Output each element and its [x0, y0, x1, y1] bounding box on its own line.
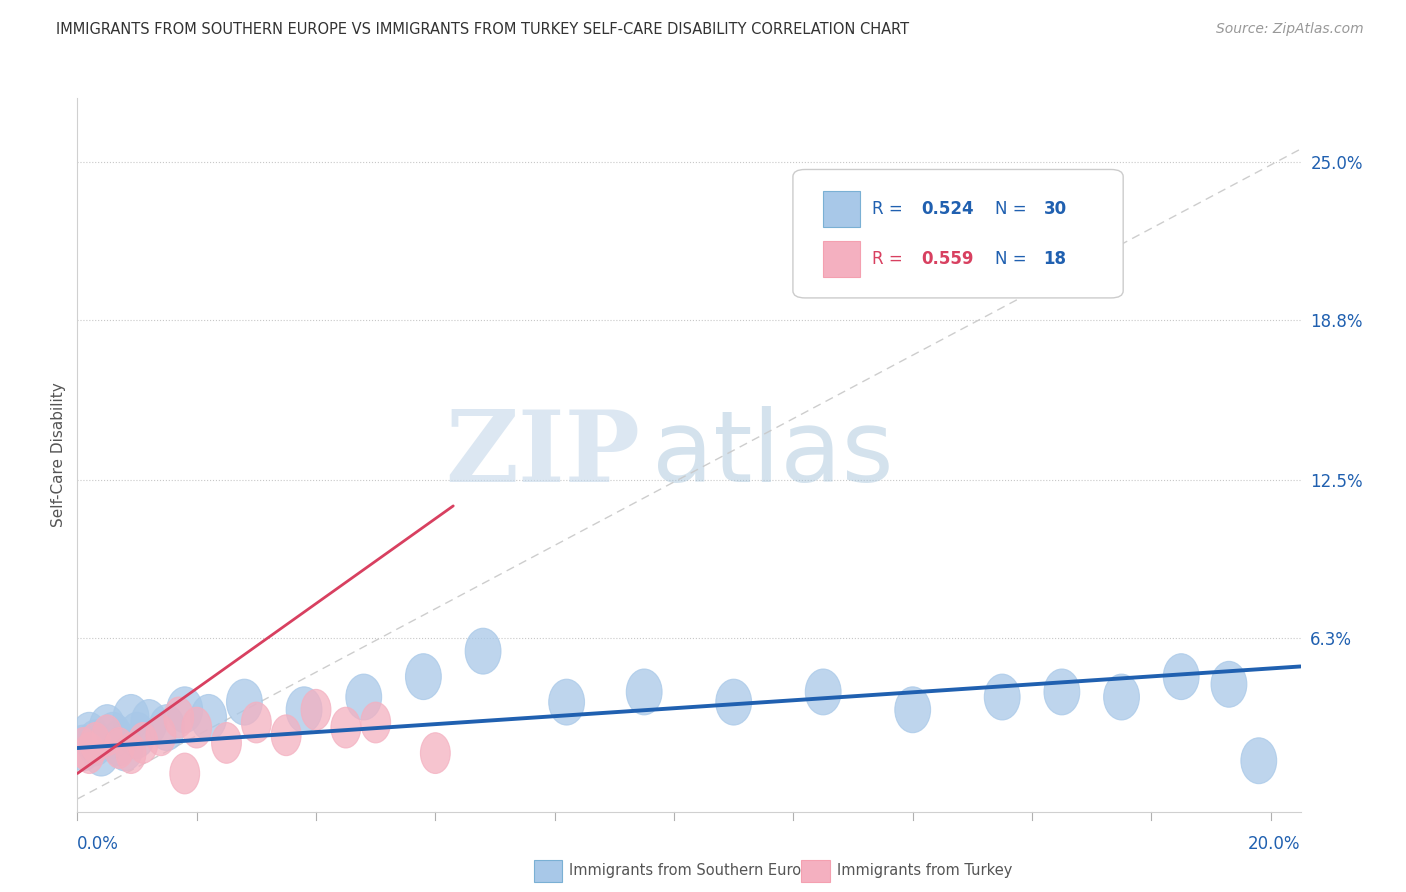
Ellipse shape [69, 728, 98, 768]
Ellipse shape [271, 714, 301, 756]
Ellipse shape [1163, 654, 1199, 699]
Ellipse shape [211, 723, 242, 764]
Ellipse shape [806, 669, 841, 714]
Ellipse shape [66, 725, 101, 771]
Text: 20.0%: 20.0% [1249, 835, 1301, 853]
Text: 18: 18 [1043, 250, 1067, 268]
Ellipse shape [361, 702, 391, 743]
Ellipse shape [77, 720, 112, 766]
Text: 30: 30 [1043, 200, 1067, 218]
Ellipse shape [301, 690, 330, 731]
Text: 0.524: 0.524 [921, 200, 974, 218]
Text: Source: ZipAtlas.com: Source: ZipAtlas.com [1216, 22, 1364, 37]
Text: ZIP: ZIP [446, 407, 640, 503]
Text: Immigrants from Southern Europe: Immigrants from Southern Europe [569, 863, 820, 878]
Ellipse shape [894, 687, 931, 732]
Ellipse shape [75, 732, 104, 773]
Ellipse shape [1104, 674, 1139, 720]
Ellipse shape [165, 697, 194, 738]
Ellipse shape [93, 714, 122, 756]
Ellipse shape [170, 753, 200, 794]
Ellipse shape [191, 695, 226, 740]
Text: IMMIGRANTS FROM SOUTHERN EUROPE VS IMMIGRANTS FROM TURKEY SELF-CARE DISABILITY C: IMMIGRANTS FROM SOUTHERN EUROPE VS IMMIG… [56, 22, 910, 37]
Ellipse shape [242, 702, 271, 743]
Ellipse shape [104, 728, 134, 768]
FancyBboxPatch shape [824, 191, 860, 227]
Ellipse shape [1211, 661, 1247, 707]
Ellipse shape [405, 654, 441, 699]
Ellipse shape [1045, 669, 1080, 714]
Text: R =: R = [873, 250, 908, 268]
Ellipse shape [107, 725, 143, 771]
Y-axis label: Self-Care Disability: Self-Care Disability [51, 383, 66, 527]
Ellipse shape [548, 679, 585, 725]
Text: 0.559: 0.559 [921, 250, 974, 268]
Ellipse shape [146, 714, 176, 756]
Ellipse shape [72, 713, 107, 758]
Ellipse shape [181, 707, 211, 748]
Ellipse shape [149, 705, 184, 750]
FancyBboxPatch shape [793, 169, 1123, 298]
Ellipse shape [287, 687, 322, 732]
Text: Immigrants from Turkey: Immigrants from Turkey [837, 863, 1012, 878]
Ellipse shape [83, 731, 120, 776]
Ellipse shape [117, 732, 146, 773]
Text: atlas: atlas [652, 407, 894, 503]
Ellipse shape [96, 713, 131, 758]
Text: N =: N = [995, 250, 1032, 268]
Text: R =: R = [873, 200, 908, 218]
Ellipse shape [420, 732, 450, 773]
Text: N =: N = [995, 200, 1032, 218]
Ellipse shape [226, 679, 263, 725]
Text: 0.0%: 0.0% [77, 835, 120, 853]
Ellipse shape [167, 687, 202, 732]
Ellipse shape [330, 707, 361, 748]
Ellipse shape [89, 705, 125, 750]
Ellipse shape [1241, 738, 1277, 784]
Ellipse shape [346, 674, 381, 720]
Ellipse shape [984, 674, 1021, 720]
Ellipse shape [80, 723, 110, 764]
Ellipse shape [112, 695, 149, 740]
Ellipse shape [716, 679, 752, 725]
FancyBboxPatch shape [824, 241, 860, 277]
Ellipse shape [101, 720, 136, 766]
Ellipse shape [465, 628, 501, 674]
Ellipse shape [626, 669, 662, 714]
Ellipse shape [131, 699, 167, 746]
Ellipse shape [120, 713, 155, 758]
Ellipse shape [128, 723, 157, 764]
